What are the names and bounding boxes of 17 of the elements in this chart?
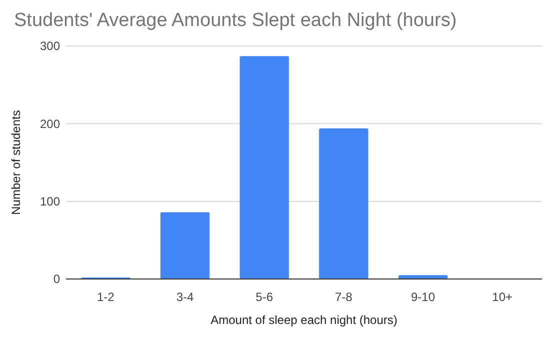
bar xyxy=(160,212,210,279)
x-tick-label: 7-8 xyxy=(334,290,353,304)
bar xyxy=(240,56,289,279)
bar xyxy=(398,275,448,279)
bar xyxy=(319,128,368,279)
x-tick-label: 9-10 xyxy=(410,290,436,304)
x-tick-label: 3-4 xyxy=(176,290,194,304)
y-axis-title: Number of students xyxy=(9,110,23,215)
y-tick-label: 100 xyxy=(40,194,60,209)
chart-title: Students' Average Amounts Slept each Night (hours) xyxy=(14,10,457,31)
x-tick-label: 5-6 xyxy=(256,290,274,304)
y-tick-label: 300 xyxy=(40,39,60,54)
y-tick-label: 0 xyxy=(53,272,60,286)
y-tick-label: 200 xyxy=(40,116,60,131)
x-tick-label: 1-2 xyxy=(96,290,115,304)
x-tick-label: 10+ xyxy=(492,290,513,304)
x-axis-title: Amount of sleep each night (hours) xyxy=(210,313,398,327)
